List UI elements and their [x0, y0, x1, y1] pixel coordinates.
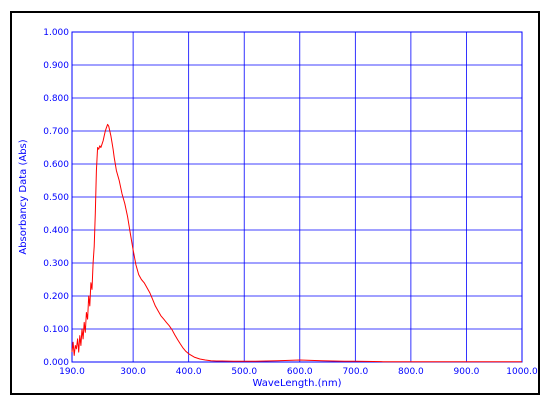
y-tick-label: 0.100: [43, 325, 69, 335]
y-tick-label: 0.200: [43, 292, 69, 302]
x-tick-label: 400.0: [176, 367, 202, 377]
absorbance-chart: 190.0 300.0 400.0 500.0 600.0 700.0 800.0 900.0…: [18, 28, 538, 389]
chart-frame: 190.0 300.0 400.0 500.0 600.0 700.0 800.0 900.0…: [10, 11, 540, 395]
x-tick-label: 700.0: [342, 367, 368, 377]
tick-labels: 190.0 300.0 400.0 500.0 600.0 700.0 800.0 900.0…: [43, 28, 538, 377]
x-tick-label: 1000.0: [506, 367, 538, 377]
absorbance-series-line: [71, 123, 522, 363]
x-tick-label: 800.0: [398, 367, 424, 377]
x-tick-label: 900.0: [454, 367, 480, 377]
y-tick-label: 1.000: [43, 28, 69, 38]
y-tick-label: 0.500: [43, 193, 69, 203]
y-tick-label: 0.000: [43, 358, 69, 368]
x-tick-label: 190.0: [59, 367, 85, 377]
series-layer: [71, 123, 522, 363]
y-tick-label: 0.800: [43, 94, 69, 104]
x-axis-label: WaveLength.(nm): [253, 378, 342, 389]
y-tick-label: 0.900: [43, 61, 69, 71]
y-tick-label: 0.300: [43, 259, 69, 269]
x-tick-label: 500.0: [231, 367, 257, 377]
y-axis-label: Absorbancy Data (Abs): [18, 139, 29, 254]
y-tick-label: 0.600: [43, 160, 69, 170]
grid: [71, 31, 523, 363]
y-tick-label: 0.400: [43, 226, 69, 236]
x-tick-label: 600.0: [287, 367, 313, 377]
x-tick-label: 300.0: [120, 367, 146, 377]
y-tick-label: 0.700: [43, 127, 69, 137]
